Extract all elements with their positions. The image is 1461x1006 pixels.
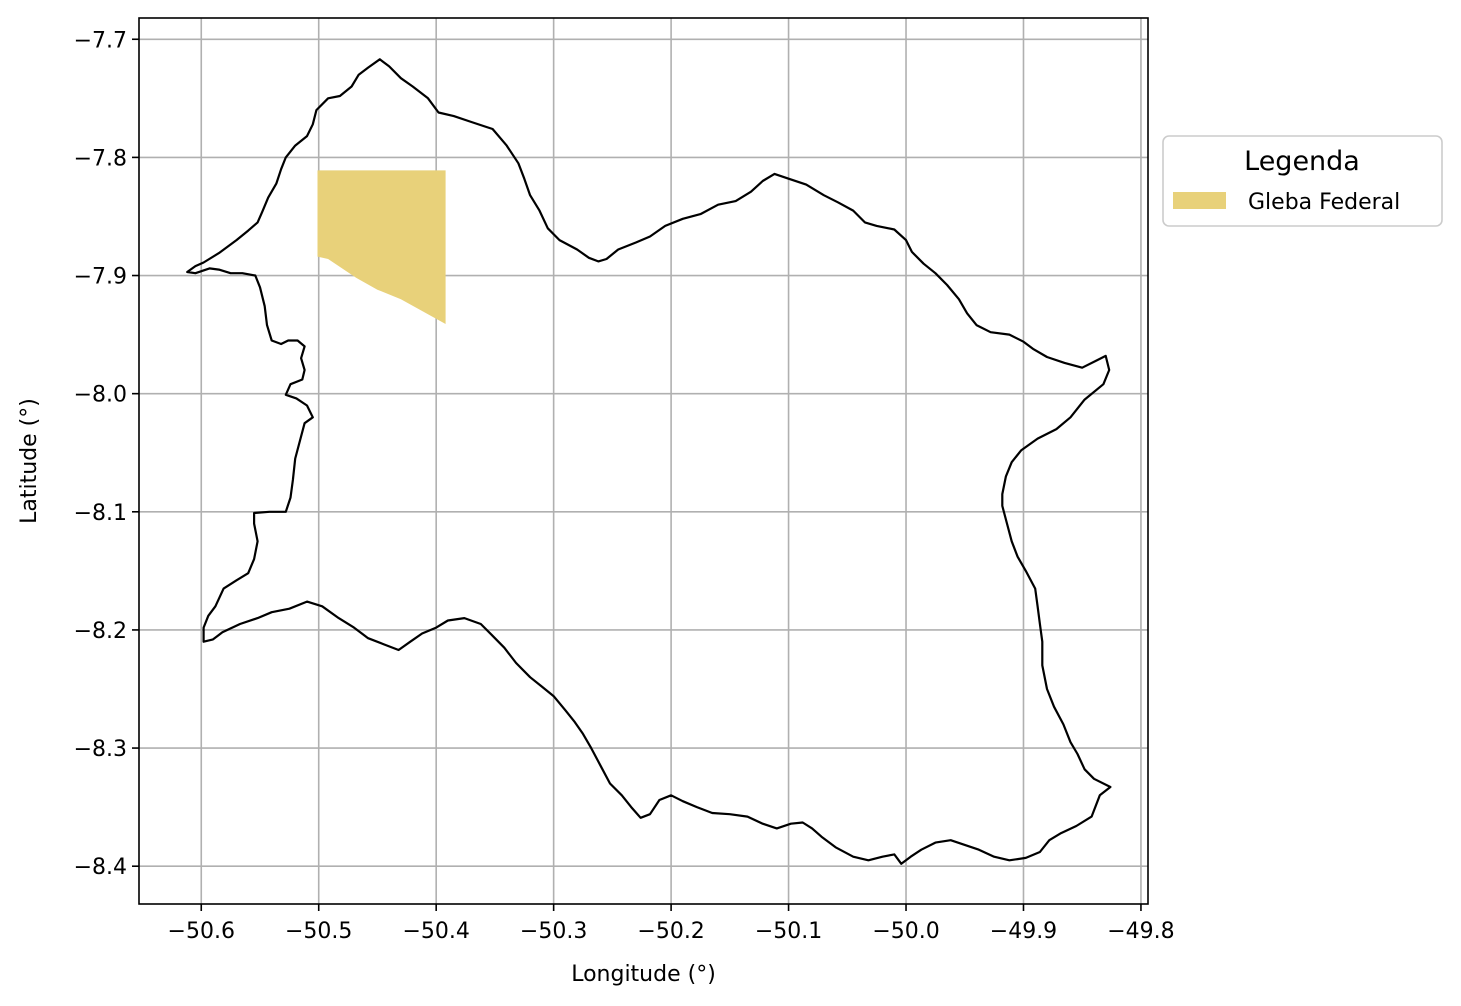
x-tick-label: −49.9 [990,919,1057,944]
x-tick-label: −50.5 [285,919,352,944]
y-tick-label: −7.9 [74,265,127,290]
legend-box [1162,135,1443,227]
x-axis-label: Longitude (°) [571,962,716,987]
gridlines [139,18,1148,904]
x-tick-label: −49.8 [1107,919,1174,944]
legend-label-gleba-federal: Gleba Federal [1248,190,1400,215]
axis-ticks: −50.6 −50.5 −50.4 −50.3 −50.2 −50.1 −50.0 −49.9… [74,28,1175,944]
y-tick-label: −7.7 [74,28,127,53]
y-tick-label: −8.3 [74,737,127,762]
legend-swatch-gleba-federal [1173,192,1226,209]
y-tick-label: −8.4 [74,855,127,880]
legend-title: Legenda [1244,146,1360,177]
x-tick-label: −50.0 [872,919,939,944]
y-tick-label: −8.2 [74,619,127,644]
y-tick-label: −7.8 [74,146,127,171]
municipality-boundary [186,58,1112,865]
x-tick-label: −50.1 [755,919,822,944]
plot-frame [138,17,1149,905]
x-tick-label: −50.3 [520,919,587,944]
y-tick-label: −8.0 [74,383,127,408]
y-axis-label: Latitude (°) [17,398,42,524]
legend: Legenda Gleba Federal [1162,135,1443,227]
x-tick-label: −50.4 [402,919,469,944]
x-tick-label: −50.6 [168,919,235,944]
map-layers [186,58,1112,865]
x-tick-label: −50.2 [637,919,704,944]
y-tick-label: −8.1 [74,501,127,526]
gleba-federal-polygon [317,170,446,324]
